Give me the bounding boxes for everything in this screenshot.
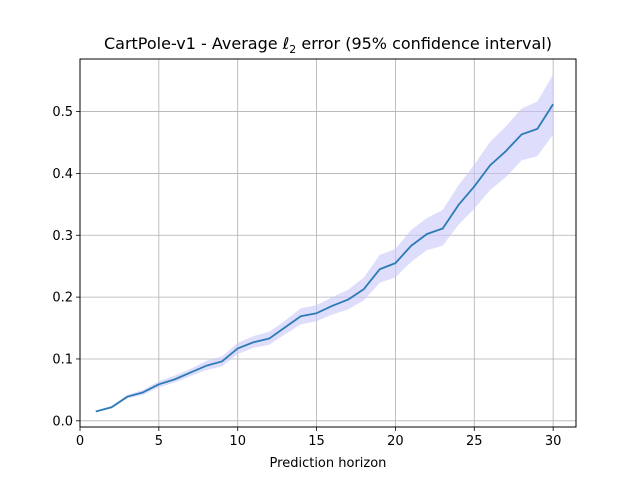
y-tick-label: 0.5 [52,105,73,120]
x-tick-label: 5 [155,434,163,449]
y-tick-label: 0.4 [52,167,73,182]
y-tick-label: 0.2 [52,291,73,306]
x-tick-label: 30 [545,434,562,449]
y-tick-label: 0.1 [52,352,73,367]
mean-error-line [95,103,554,413]
chart-title: CartPole-v1 - Average ℓ2 error (95% conf… [104,34,552,56]
y-tick-label: 0.0 [52,414,73,429]
x-tick-label: 10 [229,434,246,449]
x-tick-label: 0 [76,434,84,449]
x-tick-label: 15 [308,434,325,449]
x-tick-label: 25 [466,434,483,449]
x-axis-label: Prediction horizon [270,456,387,471]
y-axis: 0.0 0.1 0.2 0.3 0.4 0.5 [52,105,80,429]
x-tick-label: 20 [387,434,404,449]
grid-lines [79,59,576,427]
x-axis: 0 5 10 15 20 25 30 [76,427,562,449]
confidence-interval-band [95,74,554,413]
y-tick-label: 0.3 [52,229,73,244]
plot-frame [79,58,577,428]
